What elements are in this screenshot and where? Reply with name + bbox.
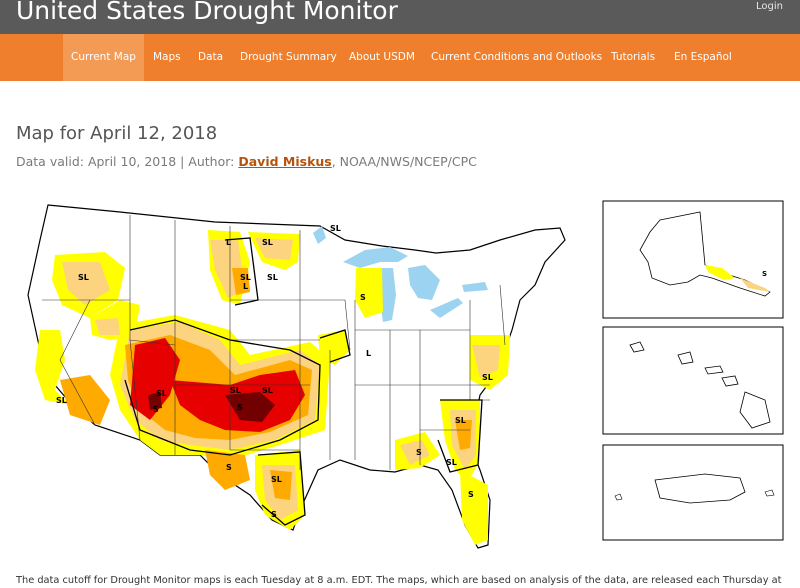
label-sl-12: SL <box>446 458 457 467</box>
puerto-rico-islet-2 <box>764 489 775 497</box>
nav-maps[interactable]: Maps <box>153 51 181 63</box>
lake-michigan <box>380 268 396 322</box>
label-l-2: L <box>243 282 248 291</box>
label-s-3: S <box>237 403 243 412</box>
page-title: Map for April 12, 2018 <box>16 123 218 144</box>
lake-erie <box>430 298 463 318</box>
label-sl-3: SL <box>240 273 251 282</box>
label-sl-13: SL <box>271 475 282 484</box>
alaska-d0 <box>705 265 735 280</box>
label-s-6: S <box>468 490 474 499</box>
label-sl-10: SL <box>262 386 273 395</box>
author-affiliation: , NOAA/NWS/NCEP/CPC <box>331 154 477 169</box>
nav-drought-summary[interactable]: Drought Summary <box>240 51 337 63</box>
main-nav: Current Map Maps Data Drought Summary Ab… <box>0 34 800 81</box>
nav-en-espanol[interactable]: En Español <box>674 51 732 63</box>
label-s-4: S <box>416 448 422 457</box>
label-sl-9: SL <box>230 386 241 395</box>
label-s-1: S <box>360 293 366 302</box>
impact-lines <box>124 237 483 526</box>
label-s-7: S <box>271 510 277 519</box>
label-sl-6: SL <box>482 373 493 382</box>
puerto-rico-land <box>654 473 746 504</box>
nav-tutorials[interactable]: Tutorials <box>611 51 656 63</box>
d4-areas <box>148 392 275 422</box>
lake-ontario <box>462 282 488 292</box>
label-sl-1: SL <box>330 224 341 233</box>
site-title[interactable]: United States Drought Monitor <box>16 0 398 25</box>
label-sl-5: SL <box>78 273 89 282</box>
nav-about-usdm[interactable]: About USDM <box>349 51 415 63</box>
label-s-5: S <box>226 463 232 472</box>
label-l-3: L <box>366 349 371 358</box>
lake-superior <box>343 247 408 268</box>
nav-data[interactable]: Data <box>198 51 224 63</box>
alaska-label-s: S <box>762 270 767 278</box>
label-sl-8: SL <box>156 389 167 398</box>
hawaii-islands <box>629 341 771 429</box>
puerto-rico-islet <box>614 493 623 501</box>
state-boundaries <box>42 215 506 470</box>
label-sl-4: SL <box>267 273 278 282</box>
author-link[interactable]: David Miskus <box>238 154 332 169</box>
valid-date-text: Data valid: April 10, 2018 | Author: <box>16 154 239 169</box>
alaska-d1 <box>740 278 770 292</box>
footer-note: The data cutoff for Drought Monitor maps… <box>16 575 782 586</box>
label-l-1: L <box>226 238 231 247</box>
label-sl-2: SL <box>262 238 273 247</box>
lake-winnipeg-edge <box>313 226 326 244</box>
label-sl-11: SL <box>455 416 466 425</box>
lake-huron <box>408 265 440 300</box>
label-sl-7: SL <box>56 396 67 405</box>
map-meta: Data valid: April 10, 2018 | Author: Dav… <box>16 154 477 169</box>
label-s-2: S <box>153 405 159 414</box>
nav-current-conditions[interactable]: Current Conditions and Outlooks <box>431 51 603 63</box>
nav-current-map[interactable]: Current Map <box>63 34 144 81</box>
top-header-bar: United States Drought Monitor Login <box>0 0 800 34</box>
login-link[interactable]: Login <box>756 1 783 12</box>
